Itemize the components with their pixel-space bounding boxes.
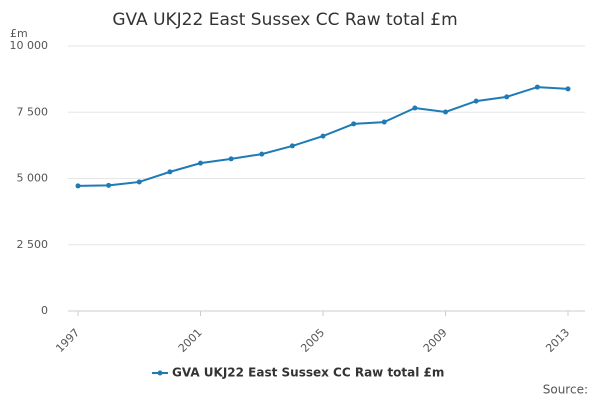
point [443, 109, 448, 115]
point [381, 119, 387, 125]
x-tick-label: 1997 [53, 326, 82, 355]
point [167, 169, 173, 175]
x-tick-label: 2013 [543, 326, 572, 355]
point [136, 179, 142, 185]
legend-label: GVA UKJ22 East Sussex CC Raw total £m [172, 366, 444, 380]
point [504, 94, 510, 100]
point [198, 160, 203, 166]
y-tick-label: 10 000 [10, 39, 49, 52]
legend-marker [157, 370, 163, 376]
y-tick-label: 7 500 [17, 105, 49, 118]
point [351, 121, 357, 127]
point [289, 143, 295, 149]
y-tick-label: 2 500 [17, 238, 49, 251]
point [75, 183, 81, 189]
source: Source: [543, 383, 588, 397]
x-tick-label: 2005 [298, 326, 327, 355]
point [565, 86, 571, 92]
x-tick-label: 2009 [421, 326, 450, 355]
y-tick-label: 0 [41, 304, 48, 317]
y-tick-label: 5 000 [17, 172, 49, 185]
point [412, 105, 418, 111]
point [228, 156, 234, 162]
point [320, 133, 326, 139]
point [259, 151, 265, 157]
point [473, 98, 479, 104]
x-tick-label: 2001 [176, 326, 205, 355]
point [106, 182, 112, 188]
point [534, 84, 540, 90]
chart-title: GVA UKJ22 East Sussex CC Raw total £m [112, 10, 457, 30]
y-axis-label: £m [10, 27, 28, 40]
